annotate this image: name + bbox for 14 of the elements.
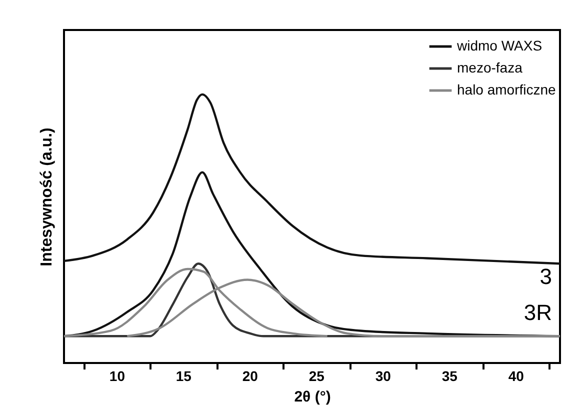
annotation: 3: [540, 264, 552, 289]
x-tick-label: 30: [375, 368, 392, 384]
x-tick-label: 40: [508, 368, 524, 384]
x-tick-label: 25: [308, 368, 325, 384]
y-axis-title: Intesywność (a.u.): [38, 128, 56, 266]
x-tick-label: 10: [109, 368, 126, 384]
x-tick-label: 20: [242, 368, 258, 384]
annotation: 3R: [524, 300, 552, 325]
x-axis-title: 2θ (°): [294, 388, 331, 406]
legend-label: halo amorficzne: [457, 82, 556, 98]
legend-label: mezo-faza: [457, 60, 523, 76]
x-tick-label: 35: [442, 368, 458, 384]
x-tick-label: 15: [176, 368, 192, 384]
legend-label: widmo WAXS: [456, 38, 542, 54]
